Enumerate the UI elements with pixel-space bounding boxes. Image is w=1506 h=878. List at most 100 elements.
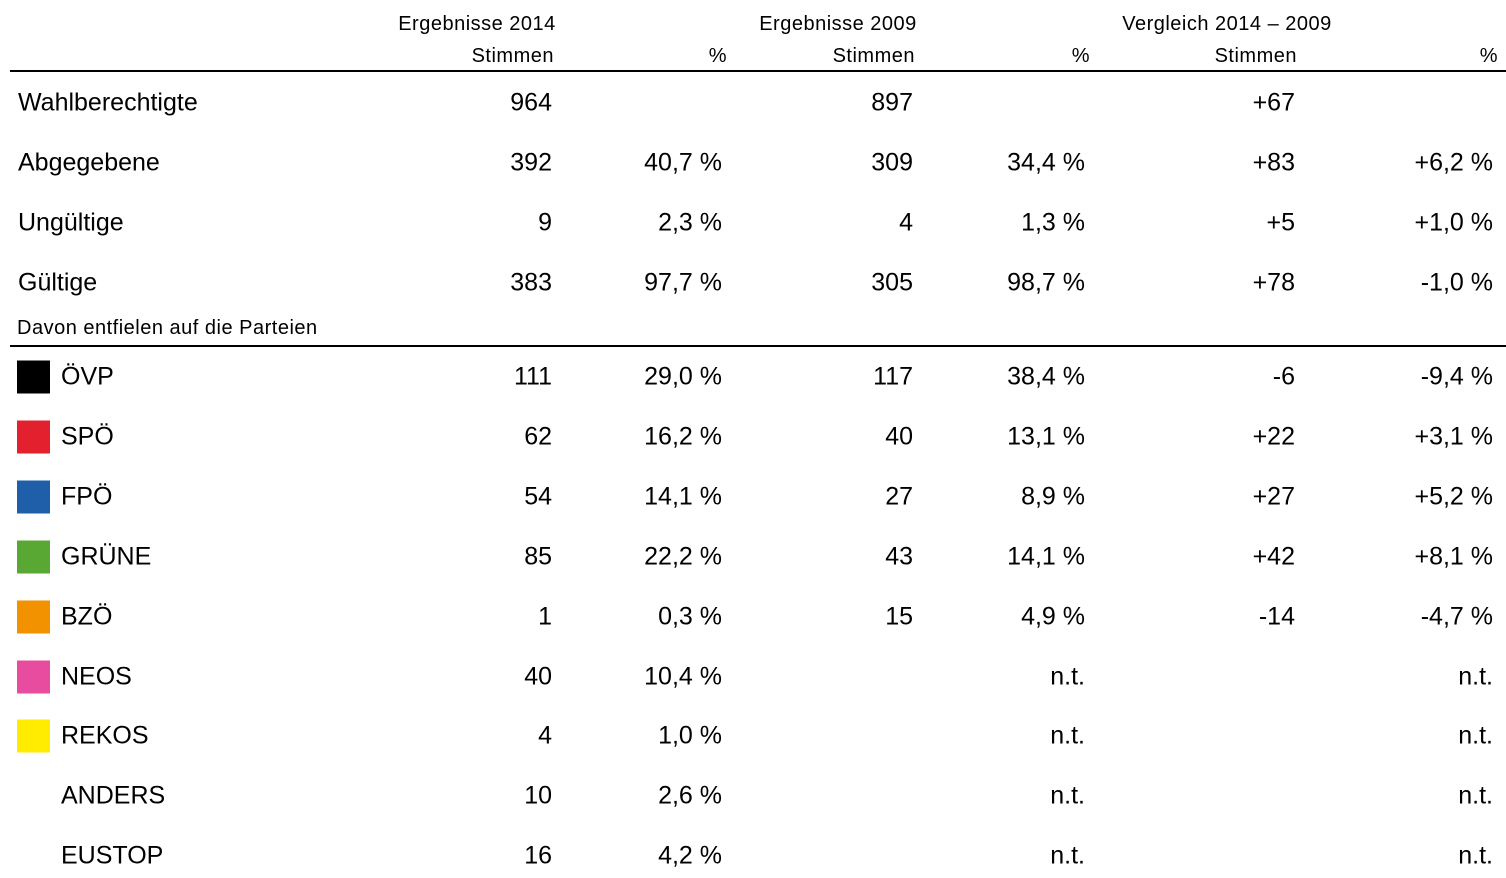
cell: 10,4 % [644,662,722,690]
party-color [17,420,50,454]
cell: 309 [871,148,913,177]
cell: n.t. [1458,841,1493,870]
group-header: Ergebnisse 2009 [759,13,917,35]
cell: 40 [885,422,913,451]
cell: n.t. [1050,781,1085,810]
row-label: Wahlberechtigte [18,88,198,117]
cell: 8,9 % [1021,482,1085,511]
group-header: Vergleich 2014 – 2009 [1122,13,1332,35]
cell: 62 [524,422,552,451]
cell: 98,7 % [1007,268,1085,297]
cell: 2,6 % [658,781,722,810]
cell: 4,9 % [1021,602,1085,631]
row-label: Ungültige [18,208,124,237]
cell: +42 [1252,542,1295,571]
party-label: GRÜNE [61,542,152,571]
column-header: % [1071,45,1090,67]
cell: 22,2 % [644,542,722,571]
cell: 38,4 % [1007,362,1085,391]
cell: 1,3 % [1021,208,1085,237]
column-header: Stimmen [1214,45,1297,67]
cell: 27 [885,482,913,511]
cell: +78 [1252,268,1295,297]
cell: 111 [513,362,552,391]
cell: 14,1 % [644,482,722,511]
cell: 4 [538,721,552,750]
section-rule [10,345,1506,347]
cell: n.t. [1458,781,1493,810]
cell: +27 [1252,482,1295,511]
cell: -4,7 % [1420,602,1493,631]
party-color [17,600,50,634]
column-header: % [1479,45,1498,67]
cell: 16,2 % [644,422,722,451]
cell: 0,3 % [658,602,722,631]
party-label: BZÖ [61,602,113,631]
group-header: Ergebnisse 2014 [398,13,556,35]
cell: +22 [1252,422,1295,451]
cell: 9 [538,208,552,237]
cell: +5 [1266,208,1295,237]
cell: 16 [524,841,552,870]
cell: +8,1 % [1414,542,1493,571]
cell: +5,2 % [1414,482,1493,511]
cell: -1,0 % [1420,268,1493,297]
party-label: ANDERS [61,781,166,810]
cell: 4 [899,208,913,237]
cell: n.t. [1458,662,1493,690]
cell: +6,2 % [1414,148,1493,177]
cell: 85 [524,542,552,571]
cell: 13,1 % [1007,422,1085,451]
cell: 1,0 % [658,721,722,750]
cell: 10 [524,781,552,810]
cell: +67 [1252,88,1295,117]
row-label: Gültige [18,268,98,297]
cell: 34,4 % [1007,148,1085,177]
cell: 305 [871,268,913,297]
column-header: Stimmen [832,45,915,67]
party-color [17,660,50,693]
party-color [17,480,50,514]
cell: +1,0 % [1414,208,1493,237]
column-header: Stimmen [471,45,554,67]
cell: 29,0 % [644,362,722,391]
cell: 97,7 % [644,268,722,297]
cell: n.t. [1050,662,1085,690]
party-color [17,719,50,753]
cell: n.t. [1050,721,1085,750]
cell: 4,2 % [658,841,722,870]
row-label: Abgegebene [18,148,160,177]
cell: -14 [1258,602,1295,631]
cell: 40 [524,662,552,690]
column-header: % [708,45,727,67]
cell: 40,7 % [644,148,722,177]
cell: 897 [871,88,913,117]
party-label: SPÖ [61,422,114,451]
party-label: REKOS [61,721,149,750]
cell: n.t. [1050,841,1085,870]
cell: 2,3 % [658,208,722,237]
cell: n.t. [1458,721,1493,750]
cell: +3,1 % [1414,422,1493,451]
party-label: EUSTOP [61,841,164,870]
party-color [17,360,50,394]
cell: 15 [885,602,913,631]
cell: 117 [873,362,913,391]
header-rule [10,70,1506,72]
cell: -9,4 % [1420,362,1493,391]
cell: +83 [1252,148,1295,177]
cell: -6 [1272,362,1295,391]
cell: 54 [524,482,552,511]
cell: 383 [510,268,552,297]
cell: 43 [885,542,913,571]
party-color [17,540,50,574]
party-label: FPÖ [61,482,113,511]
cell: 1 [538,602,552,631]
cell: 14,1 % [1007,542,1085,571]
party-label: ÖVP [61,362,114,391]
cell: 392 [510,148,552,177]
party-label: NEOS [61,662,132,690]
cell: 964 [510,88,552,117]
section-label: Davon entfielen auf die Parteien [17,317,318,339]
